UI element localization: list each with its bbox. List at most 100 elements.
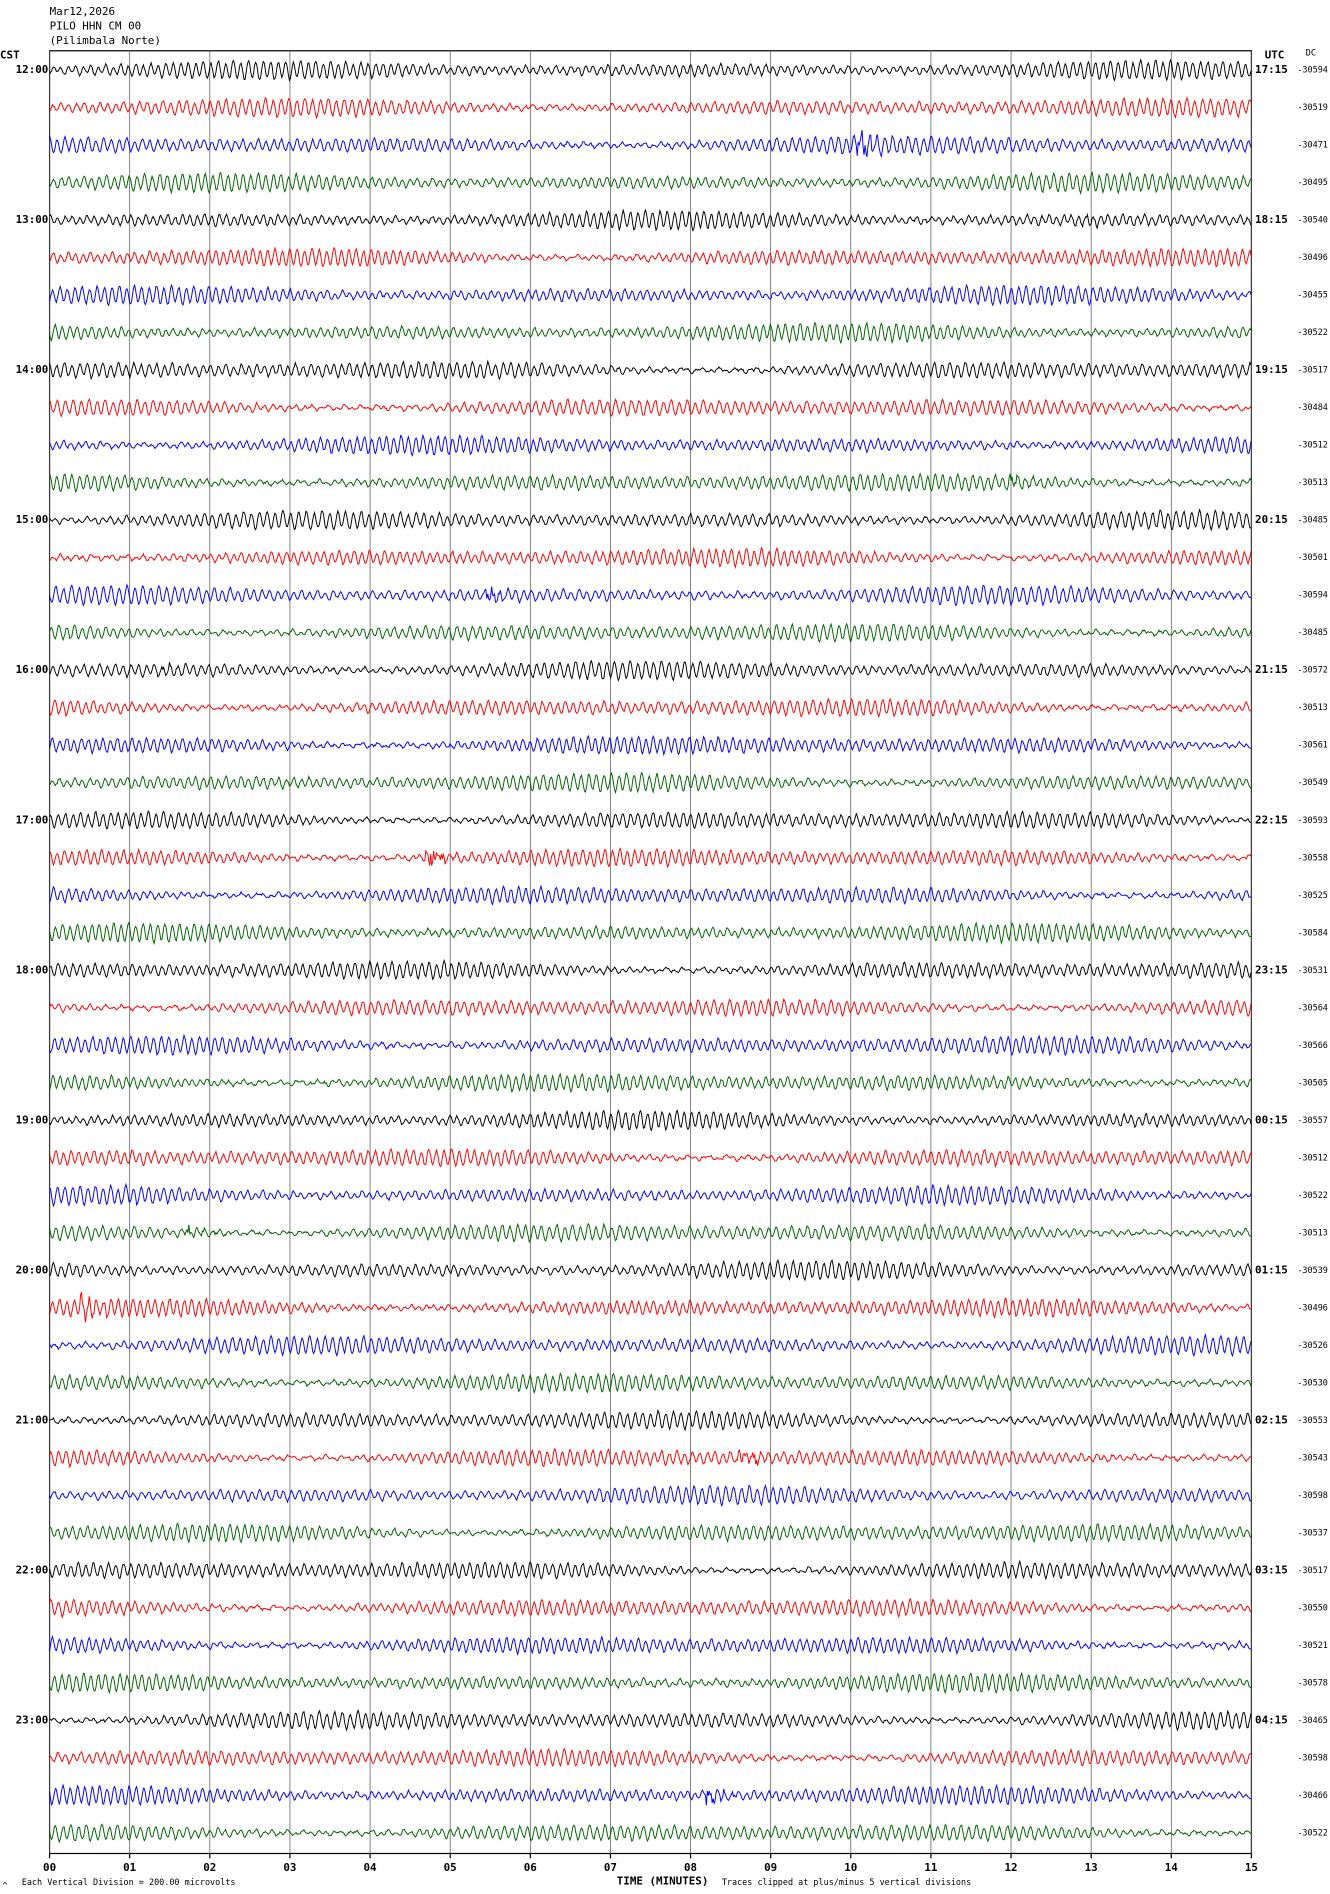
cst-time-label: 20:00 <box>16 1263 49 1276</box>
dc-value: -30530 <box>1297 1377 1328 1387</box>
cst-time-label: 12:00 <box>16 63 49 76</box>
dc-value: -30455 <box>1297 290 1328 300</box>
x-tick-label: 11 <box>924 1861 938 1874</box>
dc-value: -30484 <box>1297 402 1328 412</box>
trace <box>49 1408 1252 1432</box>
dc-value: -30578 <box>1297 1677 1328 1687</box>
cst-time-label: 19:00 <box>16 1113 49 1126</box>
trace <box>49 171 1252 196</box>
x-tick-label: 15 <box>1245 1861 1258 1874</box>
x-tick-label: 13 <box>1085 1861 1098 1874</box>
cst-time-label: 22:00 <box>16 1563 49 1576</box>
dc-value: -30594 <box>1297 65 1328 75</box>
trace <box>49 508 1252 532</box>
trace <box>49 583 1252 608</box>
dc-value: -30517 <box>1297 365 1328 375</box>
dc-value: -30525 <box>1297 890 1328 900</box>
trace <box>49 1671 1252 1695</box>
trace <box>49 771 1252 795</box>
dc-value: -30539 <box>1297 1265 1328 1275</box>
trace <box>49 1783 1252 1807</box>
trace <box>49 997 1252 1018</box>
utc-time-label: 01:15 <box>1255 1263 1288 1276</box>
x-tick-label: 09 <box>764 1861 777 1874</box>
trace <box>49 1372 1252 1395</box>
trace <box>49 1634 1252 1657</box>
x-tick-label: 01 <box>123 1861 137 1874</box>
trace <box>49 1448 1252 1469</box>
left-axis-label: CST <box>0 49 20 62</box>
x-tick-label: 10 <box>844 1861 857 1874</box>
dc-value: -30540 <box>1297 215 1328 225</box>
utc-time-label: 17:15 <box>1255 63 1288 76</box>
x-tick-label: 06 <box>524 1861 537 1874</box>
dc-value: -30512 <box>1297 440 1328 450</box>
trace <box>49 884 1252 907</box>
trace <box>49 734 1251 757</box>
x-axis-label: TIME (MINUTES) <box>617 1874 709 1887</box>
dc-value: -30526 <box>1297 1340 1328 1350</box>
right-axis-label: UTC <box>1265 49 1285 62</box>
trace <box>49 622 1252 644</box>
utc-time-label: 20:15 <box>1255 513 1288 526</box>
footer-left: Each Vertical Division = 200.00 microvol… <box>22 1877 236 1887</box>
cst-time-label: 23:00 <box>16 1713 49 1726</box>
x-tick-label: 04 <box>364 1861 378 1874</box>
dc-value: -30495 <box>1297 177 1328 187</box>
footer-right: Traces clipped at plus/minus 5 vertical … <box>722 1877 971 1887</box>
dc-value: -30531 <box>1297 965 1328 975</box>
x-tick-label: 07 <box>604 1861 617 1874</box>
utc-time-label: 23:15 <box>1255 963 1288 976</box>
trace <box>49 1823 1252 1844</box>
trace <box>49 546 1252 570</box>
title-line: Mar12,2026 <box>50 5 115 18</box>
corner-mark: ^ <box>2 1881 7 1891</box>
dc-value: -30512 <box>1297 1152 1328 1162</box>
x-tick-label: 08 <box>684 1861 697 1874</box>
trace <box>49 1597 1252 1619</box>
dc-value: -30584 <box>1297 927 1328 937</box>
dc-value: -30598 <box>1297 1752 1328 1762</box>
dc-value: -30557 <box>1297 1115 1328 1125</box>
trace <box>49 659 1252 682</box>
dc-value: -30519 <box>1297 102 1328 112</box>
dc-value: -30553 <box>1297 1415 1328 1425</box>
trace <box>49 847 1252 869</box>
x-tick-label: 12 <box>1004 1861 1017 1874</box>
dc-value: -30594 <box>1297 590 1328 600</box>
cst-time-label: 16:00 <box>16 663 49 676</box>
trace <box>49 1332 1252 1358</box>
trace <box>49 472 1252 494</box>
trace <box>49 359 1252 381</box>
utc-time-label: 19:15 <box>1255 363 1288 376</box>
trace <box>49 433 1252 457</box>
x-tick-label: 00 <box>43 1861 56 1874</box>
dc-value: -30522 <box>1297 327 1328 337</box>
trace <box>49 1484 1252 1507</box>
dc-value: -30566 <box>1297 1040 1328 1050</box>
trace <box>49 1747 1252 1768</box>
dc-value: -30501 <box>1297 552 1328 562</box>
dc-label: DC <box>1306 48 1316 58</box>
dc-value: -30598 <box>1297 1490 1328 1500</box>
x-tick-label: 14 <box>1165 1861 1179 1874</box>
trace <box>49 1033 1252 1057</box>
dc-value: -30522 <box>1297 1827 1328 1837</box>
title-line: (Pilimbala Norte) <box>50 34 161 47</box>
x-tick-label: 02 <box>203 1861 216 1874</box>
dc-value: -30564 <box>1297 1002 1328 1012</box>
dc-value: -30505 <box>1297 1077 1328 1087</box>
dc-value: -30466 <box>1297 1790 1328 1800</box>
trace <box>49 810 1252 831</box>
x-tick-label: 05 <box>444 1861 457 1874</box>
utc-time-label: 03:15 <box>1255 1563 1288 1576</box>
dc-value: -30496 <box>1297 1302 1328 1312</box>
dc-value: -30593 <box>1297 815 1328 825</box>
utc-time-label: 21:15 <box>1255 663 1288 676</box>
dc-value: -30558 <box>1297 852 1328 862</box>
trace <box>49 1108 1252 1132</box>
dc-value: -30537 <box>1297 1527 1328 1537</box>
dc-value: -30521 <box>1297 1640 1328 1650</box>
